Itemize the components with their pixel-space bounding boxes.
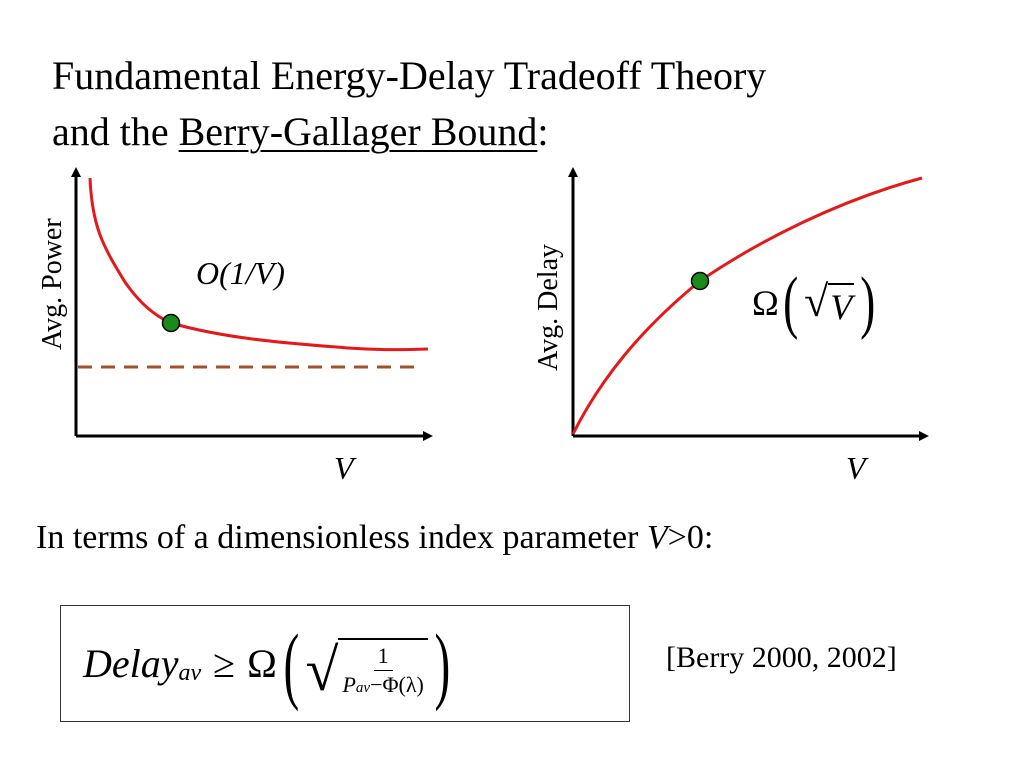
- formula-numerator: 1: [373, 642, 393, 671]
- right-growth-annotation: Ω ( √ V ): [752, 268, 880, 338]
- radical-sign: √: [804, 277, 829, 326]
- title-line1: Fundamental Energy-Delay Tradeoff Theory: [52, 53, 767, 98]
- parameter-statement-prefix: In terms of a dimensionless index parame…: [36, 519, 647, 556]
- left-y-axis-label: Avg. Power: [37, 218, 68, 350]
- citation: [Berry 2000, 2002]: [666, 641, 897, 674]
- title-line2-suffix: :: [537, 109, 549, 154]
- parameter-statement: In terms of a dimensionless index parame…: [36, 518, 713, 558]
- formula-denominator: Pav−Φ(λ): [342, 671, 423, 702]
- left-growth-annotation: O(1/V): [196, 255, 285, 291]
- berry-gallager-bound-link: Berry-Gallager Bound: [178, 109, 538, 154]
- omega-symbol: Ω: [752, 283, 779, 323]
- formula-den-p: P: [342, 671, 356, 697]
- sqrt-expression: √ V: [804, 277, 855, 329]
- formula-den-sub: av: [355, 679, 371, 696]
- parameter-variable: V: [646, 519, 668, 556]
- formula-geq: ≥: [213, 641, 236, 686]
- formula-radical: √: [305, 636, 339, 703]
- formula-lhs-subscript: av: [178, 660, 202, 686]
- left-operating-point: [161, 313, 181, 333]
- left-x-axis-label: V: [334, 450, 354, 486]
- formula-omega: Ω: [247, 641, 277, 686]
- title-line2: and the Berry-Gallager Bound:: [52, 108, 549, 156]
- formula-close-paren: ): [434, 615, 451, 712]
- close-paren: ): [860, 264, 876, 341]
- parameter-statement-suffix: >0:: [667, 519, 714, 556]
- formula-den-rest: −Φ(λ): [370, 671, 424, 697]
- formula-lhs: Delay: [83, 641, 179, 686]
- right-operating-point: [690, 271, 710, 291]
- formula-fraction: 1 Pav−Φ(λ): [338, 637, 428, 702]
- title-line2-prefix: and the: [52, 109, 179, 154]
- open-paren: (: [782, 264, 798, 341]
- radicand: V: [828, 283, 855, 329]
- right-x-axis-label: V: [846, 450, 866, 486]
- right-y-axis-label: Avg. Delay: [533, 244, 564, 371]
- formula-open-paren: (: [283, 615, 300, 712]
- left-power-curve: [88, 177, 429, 352]
- berry-bound-formula: Delay av ≥ Ω ( √ 1 Pav−Φ(λ) ): [60, 605, 630, 722]
